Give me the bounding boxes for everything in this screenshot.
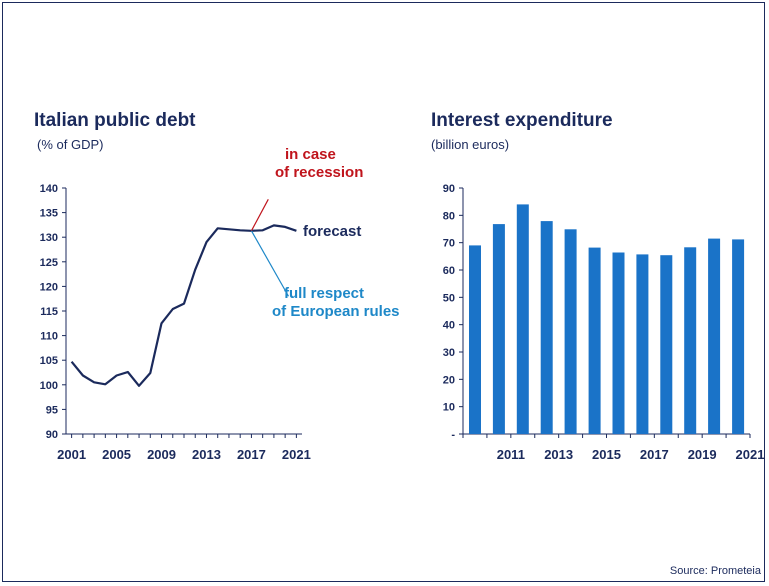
interest-y-tick-label: 10 (443, 402, 455, 414)
interest-bar (684, 247, 697, 434)
interest-bar (516, 204, 529, 434)
forecast-label: forecast (303, 223, 361, 240)
debt-chart-title: Italian public debt (34, 110, 196, 131)
debt-y-tick-label: 135 (40, 208, 58, 220)
interest-bar-chart: - 10 20 30 40 50 60 70 80 90 2011 2013 2015 2017 2019 2… (443, 183, 765, 462)
recession-scenario-line (250, 199, 269, 232)
debt-y-tick-label: 95 (46, 404, 58, 416)
interest-x-tick-label: 2019 (688, 447, 717, 462)
debt-y-tick-label: 130 (40, 232, 58, 244)
interest-x-tick-label: 2011 (497, 447, 525, 462)
interest-bar (469, 245, 481, 434)
debt-y-tick-label: 140 (40, 183, 58, 195)
rules-label-line2: of European rules (272, 303, 400, 320)
interest-bar (732, 239, 745, 434)
debt-y-tick-label: 120 (40, 281, 58, 293)
debt-chart-subtitle: (% of GDP) (37, 137, 104, 152)
interest-chart-title: Interest expenditure (431, 110, 613, 131)
interest-bar (660, 255, 673, 434)
interest-y-tick-label: 30 (443, 347, 455, 359)
interest-bar (492, 224, 505, 434)
recession-label-line1: in case (285, 146, 336, 163)
debt-x-tick-label: 2005 (102, 447, 131, 462)
debt-y-tick-label: 125 (40, 257, 58, 269)
interest-bar (540, 221, 553, 434)
interest-y-tick-label: 50 (443, 292, 455, 304)
interest-y-tick-label: 80 (443, 210, 455, 222)
debt-y-tick-label: 110 (40, 331, 58, 343)
recession-label-line2: of recession (275, 164, 363, 181)
interest-bar (708, 238, 721, 434)
source-note: Source: Prometeia (669, 565, 761, 577)
debt-series-line (70, 224, 297, 387)
interest-y-tick-label: 70 (443, 238, 455, 250)
debt-x-tick-label: 2001 (57, 447, 86, 462)
rules-label-line1: full respect (284, 285, 364, 302)
interest-y-tick-label: - (451, 429, 455, 441)
interest-y-tick-label: 40 (443, 320, 455, 332)
debt-line-chart: 90 95 100 105 110 115 120 125 130 135 140 2001 2005 2… (40, 146, 400, 462)
debt-x-tick-label: 2013 (192, 447, 221, 462)
debt-x-tick-label: 2009 (147, 447, 176, 462)
interest-x-tick-label: 2021 (736, 447, 765, 462)
interest-bar (588, 247, 601, 434)
rules-scenario-line (250, 230, 290, 297)
debt-x-tick-label: 2017 (237, 447, 266, 462)
interest-bar (564, 229, 577, 434)
debt-x-tick-label: 2021 (282, 447, 311, 462)
interest-x-tick-label: 2013 (544, 447, 573, 462)
debt-y-tick-label: 90 (46, 429, 58, 441)
debt-y-tick-label: 100 (40, 380, 58, 392)
interest-chart-subtitle: (billion euros) (431, 137, 510, 152)
interest-y-tick-label: 20 (443, 374, 455, 386)
interest-y-tick-label: 60 (443, 265, 455, 277)
debt-y-tick-label: 105 (40, 355, 58, 367)
interest-bar (636, 254, 649, 434)
interest-bar (612, 252, 625, 434)
interest-x-tick-label: 2015 (592, 447, 621, 462)
debt-y-tick-label: 115 (40, 306, 58, 318)
interest-x-tick-label: 2017 (640, 447, 669, 462)
interest-y-tick-label: 90 (443, 183, 455, 195)
